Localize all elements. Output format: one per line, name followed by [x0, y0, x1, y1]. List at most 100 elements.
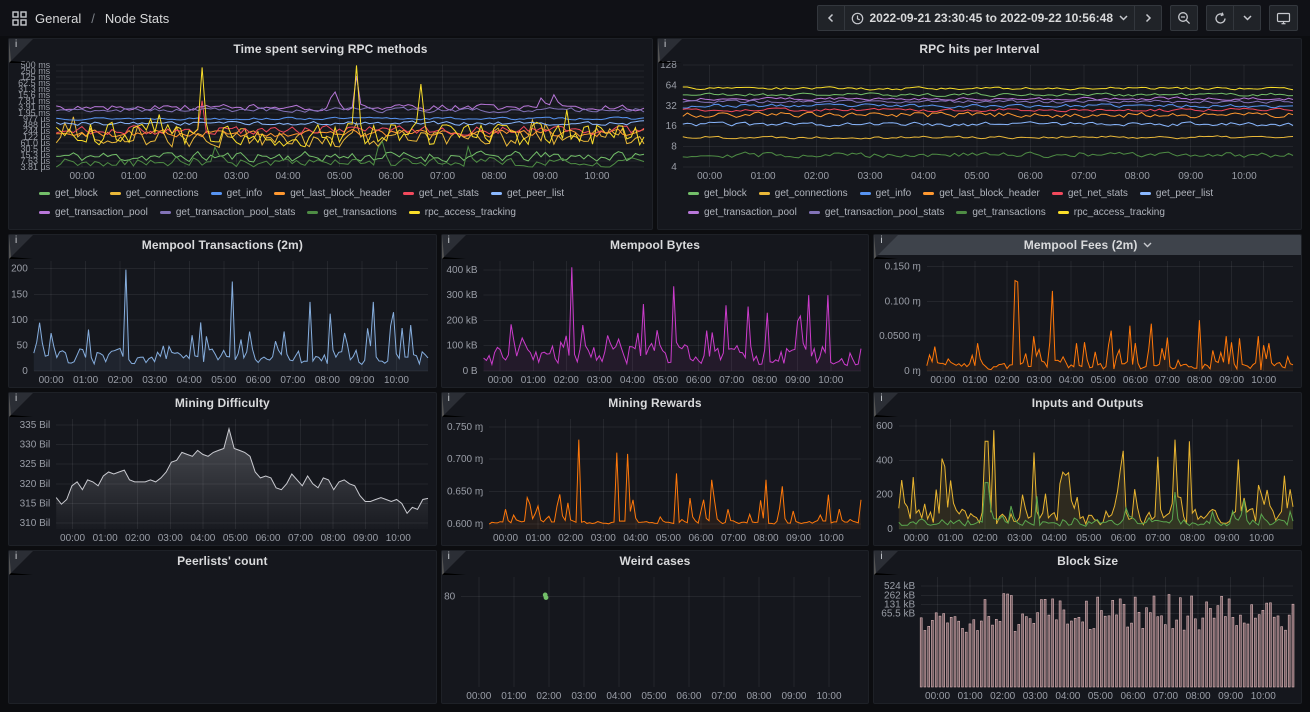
legend-item-get_transaction_pool[interactable]: get_transaction_pool [687, 204, 797, 221]
svg-text:03:00: 03:00 [1023, 691, 1048, 702]
panel-header-block-size[interactable]: Block Size [874, 551, 1301, 571]
legend-item-get_info[interactable]: get_info [210, 185, 262, 202]
panel-mining-rewards: i Mining Rewards 00:00 01:00 02:00 03:00 04:… [440, 392, 870, 546]
panel-info-icon[interactable]: i [9, 235, 33, 259]
svg-text:320 Bil: 320 Bil [20, 479, 51, 490]
svg-text:02:00: 02:00 [995, 375, 1020, 386]
legend-item-get_net_stats[interactable]: get_net_stats [402, 185, 479, 202]
chart-mining-difficulty[interactable]: 00:00 01:00 02:00 03:00 04:00 05:00 06:00 07:00… [9, 413, 436, 545]
legend-item-get_block[interactable]: get_block [39, 185, 98, 202]
svg-text:400 kB: 400 kB [446, 265, 477, 276]
legend-item-get_net_stats[interactable]: get_net_stats [1051, 185, 1128, 202]
svg-text:06:00: 06:00 [1121, 691, 1146, 702]
legend-item-get_transaction_pool_stats[interactable]: get_transaction_pool_stats [808, 204, 944, 221]
panel-header-mempool-fees[interactable]: Mempool Fees (2m) [874, 235, 1301, 255]
panel-info-icon[interactable]: i [874, 393, 899, 417]
refresh-interval-dropdown[interactable] [1233, 5, 1261, 31]
legend-item-get_transaction_pool_stats[interactable]: get_transaction_pool_stats [159, 204, 295, 221]
svg-text:05:00: 05:00 [1091, 375, 1116, 386]
legend-item-get_block[interactable]: get_block [687, 185, 747, 202]
svg-text:01:00: 01:00 [963, 375, 988, 386]
time-range-picker[interactable]: 2022-09-21 23:30:45 to 2022-09-22 10:56:… [843, 5, 1135, 31]
legend-item-get_connections[interactable]: get_connections [758, 185, 848, 202]
legend-item-get_last_block_header[interactable]: get_last_block_header [923, 185, 1040, 202]
svg-text:02:00: 02:00 [173, 171, 198, 182]
panel-header-weird-cases[interactable]: Weird cases [442, 551, 869, 571]
panel-title: Time spent serving RPC methods [233, 42, 428, 56]
svg-text:10:00: 10:00 [818, 375, 843, 386]
chart-rpc-hits[interactable]: 00:00 01:00 02:00 03:00 04:00 05:00 06:00 07:00… [658, 59, 1301, 183]
panel-info-icon[interactable]: i [874, 551, 899, 575]
legend-item-get_transaction_pool[interactable]: get_transaction_pool [39, 204, 148, 221]
svg-text:122 µs: 122 µs [23, 132, 51, 142]
svg-text:07:00: 07:00 [1071, 171, 1096, 182]
svg-text:00:00: 00:00 [904, 533, 929, 544]
legend-item-get_last_block_header[interactable]: get_last_block_header [274, 185, 391, 202]
legend-item-get_peer_list[interactable]: get_peer_list [490, 185, 564, 202]
panel-info-icon[interactable]: i [9, 393, 33, 417]
legend-item-get_peer_list[interactable]: get_peer_list [1139, 185, 1213, 202]
svg-text:65.5 kB: 65.5 kB [882, 609, 916, 620]
legend-item-get_info[interactable]: get_info [859, 185, 911, 202]
panel-header-peerlists-count[interactable]: Peerlists' count [9, 551, 436, 571]
svg-text:01:00: 01:00 [751, 171, 776, 182]
panel-info-icon[interactable]: i [657, 39, 682, 63]
panel-weird-cases: i Weird cases 00:00 01:00 02:00 03:00 04:00 0… [440, 550, 870, 704]
svg-text:07:00: 07:00 [1153, 691, 1178, 702]
time-shift-forward-button[interactable] [1134, 5, 1162, 31]
svg-text:06:00: 06:00 [1018, 171, 1043, 182]
chart-block-size[interactable]: 00:00 01:00 02:00 03:00 04:00 05:00 06:00 07:00… [874, 571, 1301, 703]
svg-text:09:00: 09:00 [786, 533, 811, 544]
chart-mempool-transactions[interactable]: 00:00 01:00 02:00 03:00 04:00 05:00 06:00 07:00… [9, 255, 436, 387]
svg-text:07:00: 07:00 [1155, 375, 1180, 386]
svg-text:08:00: 08:00 [753, 533, 778, 544]
svg-text:0.600 ɱ: 0.600 ɱ [447, 519, 483, 530]
dashboards-grid-icon[interactable] [12, 10, 27, 26]
legend-item-rpc_access_tracking[interactable]: rpc_access_tracking [1057, 204, 1165, 221]
svg-text:335 Bil: 335 Bil [20, 420, 51, 431]
svg-text:06:00: 06:00 [255, 533, 280, 544]
kiosk-mode-button[interactable] [1269, 5, 1298, 31]
svg-text:08:00: 08:00 [481, 171, 506, 182]
time-shift-back-button[interactable] [816, 5, 845, 31]
legend-item-rpc_access_tracking[interactable]: rpc_access_tracking [408, 204, 516, 221]
legend-item-get_connections[interactable]: get_connections [109, 185, 199, 202]
svg-text:0 B: 0 B [462, 366, 477, 377]
panel-header-mining-rewards[interactable]: Mining Rewards [442, 393, 869, 413]
panel-header-mempool-transactions[interactable]: Mempool Transactions (2m) [9, 235, 436, 255]
panel-info-icon[interactable]: i [441, 551, 466, 575]
svg-text:7.63 µs: 7.63 µs [20, 156, 50, 166]
legend-item-get_transactions[interactable]: get_transactions [956, 204, 1046, 221]
legend-item-get_transactions[interactable]: get_transactions [307, 204, 397, 221]
panel-mining-difficulty: i Mining Difficulty 00:00 01:00 02:00 03:00… [8, 392, 437, 546]
panel-info-icon[interactable]: i [441, 393, 466, 417]
svg-text:10:00: 10:00 [584, 171, 609, 182]
svg-text:131 kB: 131 kB [884, 600, 915, 611]
panel-header-rpc-hits[interactable]: RPC hits per Interval [658, 39, 1301, 59]
chart-mining-rewards[interactable]: 00:00 01:00 02:00 03:00 04:00 05:00 06:00 07:00… [442, 413, 869, 545]
svg-text:62.5 ms: 62.5 ms [18, 78, 51, 88]
panel-header-mempool-bytes[interactable]: Mempool Bytes [442, 235, 869, 255]
panel-info-icon[interactable]: i [441, 235, 466, 259]
chart-weird-cases[interactable]: 00:00 01:00 02:00 03:00 04:00 05:00 06:00 07:00… [442, 571, 869, 703]
panel-header-mining-difficulty[interactable]: Mining Difficulty [9, 393, 436, 413]
svg-text:05:00: 05:00 [656, 533, 681, 544]
panel-info-icon[interactable]: i [874, 235, 899, 259]
svg-text:977 µs: 977 µs [23, 114, 51, 124]
panel-info-icon[interactable]: i [9, 39, 33, 63]
chart-peerlists-count[interactable] [9, 571, 436, 703]
panel-header-time-spent-rpc[interactable]: Time spent serving RPC methods [9, 39, 652, 59]
svg-text:07:00: 07:00 [280, 375, 305, 386]
breadcrumb-section[interactable]: General [35, 10, 82, 26]
panel-info-icon[interactable]: i [9, 551, 33, 575]
chart-mempool-fees[interactable]: 00:00 01:00 02:00 03:00 04:00 05:00 06:00 07:00… [874, 255, 1301, 387]
chart-time-spent-rpc[interactable]: 00:00 01:00 02:00 03:00 04:00 05:00 06:00 07:00… [9, 59, 652, 183]
chart-mempool-bytes[interactable]: 00:00 01:00 02:00 03:00 04:00 05:00 06:00 07:00… [442, 255, 869, 387]
chart-legend: get_block get_connections get_info get_last… [9, 183, 652, 229]
chart-inputs-outputs[interactable]: 00:00 01:00 02:00 03:00 04:00 05:00 06:00 07:00… [874, 413, 1301, 545]
zoom-out-button[interactable] [1170, 5, 1198, 31]
refresh-button[interactable] [1206, 5, 1234, 31]
panel-header-inputs-outputs[interactable]: Inputs and Outputs [874, 393, 1301, 413]
svg-text:09:00: 09:00 [1178, 171, 1203, 182]
svg-text:200: 200 [11, 264, 28, 275]
